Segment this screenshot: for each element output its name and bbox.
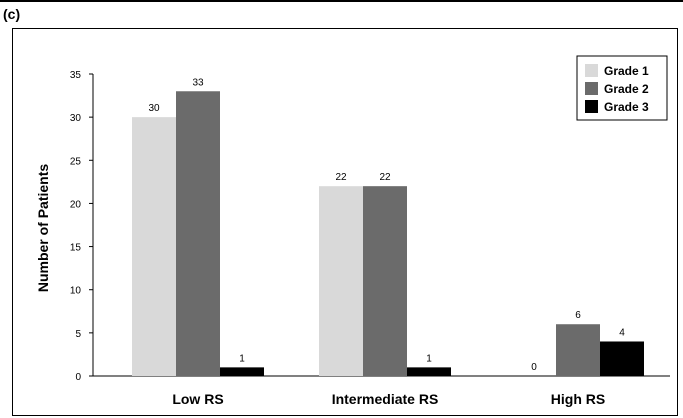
bar	[600, 341, 644, 376]
panel-label: (c)	[3, 6, 21, 22]
bar	[319, 186, 363, 376]
y-tick-label: 0	[75, 372, 81, 383]
data-label: 6	[575, 310, 581, 321]
y-tick-label: 20	[70, 199, 82, 210]
y-axis-label: Number of Patients	[35, 164, 51, 293]
data-label: 30	[148, 103, 160, 114]
data-label: 33	[192, 77, 204, 88]
data-label: 1	[239, 353, 245, 364]
bar	[556, 324, 600, 376]
legend-label: Grade 1	[604, 64, 649, 78]
bar	[132, 117, 176, 377]
data-label: 0	[531, 362, 537, 373]
bar	[220, 367, 264, 376]
x-category-label: Low RS	[172, 391, 223, 407]
data-label: 22	[379, 172, 391, 183]
x-category-label: Intermediate RS	[332, 391, 439, 407]
legend-swatch	[585, 82, 598, 95]
legend-label: Grade 2	[604, 82, 649, 96]
bars: 30 33 1 22 22 1 0 6 4	[132, 77, 644, 377]
data-label: 1	[426, 353, 432, 364]
data-label: 4	[619, 327, 625, 338]
y-tick-label: 5	[75, 329, 81, 340]
y-tick-label: 30	[70, 113, 82, 124]
legend-label: Grade 3	[604, 100, 649, 114]
legend-swatch	[585, 100, 598, 113]
bar	[363, 186, 407, 376]
data-label: 22	[335, 172, 347, 183]
y-tick-label: 15	[70, 243, 82, 254]
chart-frame	[12, 28, 678, 416]
y-tick-label: 25	[70, 156, 82, 167]
y-tick-label: 35	[70, 70, 82, 81]
y-tick-label: 10	[70, 286, 82, 297]
legend: Grade 1 Grade 2 Grade 3	[576, 55, 668, 121]
bar	[407, 367, 451, 376]
top-rule	[0, 0, 683, 2]
legend-swatch	[585, 64, 598, 77]
bar	[176, 91, 220, 376]
x-category-label: High RS	[551, 391, 605, 407]
